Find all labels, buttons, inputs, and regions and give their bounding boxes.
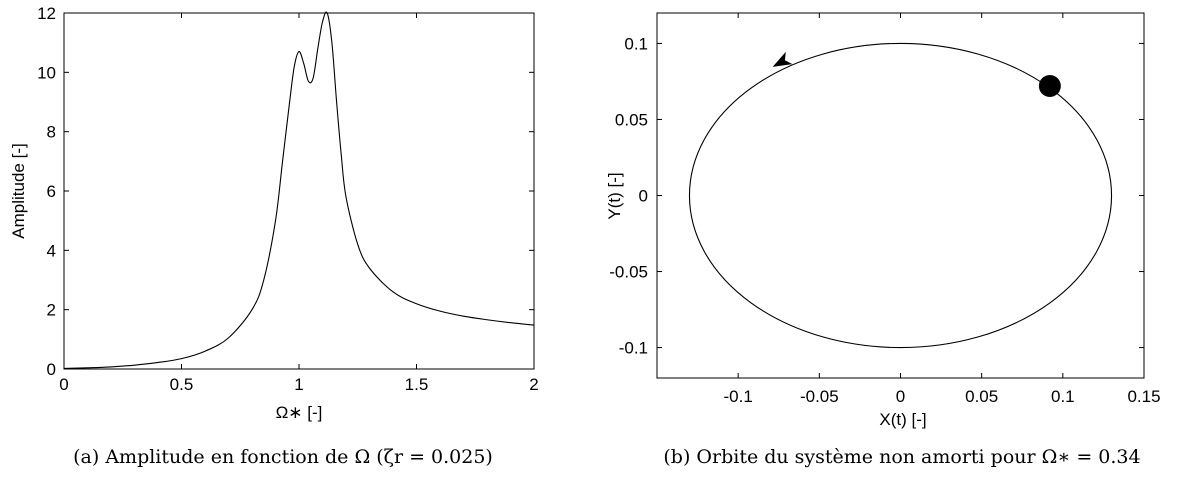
plot-b-ytick-label: 0 bbox=[639, 187, 648, 206]
plot-a-ytick-label: 4 bbox=[47, 241, 56, 260]
plot-b-xtick-label: 0.05 bbox=[965, 387, 998, 406]
plot-b-caption: (b) Orbite du système non amorti pour Ω∗… bbox=[663, 446, 1140, 468]
plot-b-ylabel: Y(t) [-] bbox=[605, 172, 624, 219]
plot-a-xlabel: Ω∗ [-] bbox=[276, 403, 323, 422]
plot-a-ylabel: Amplitude [-] bbox=[9, 143, 28, 238]
position-marker bbox=[1038, 75, 1061, 97]
orbit-ellipse bbox=[688, 42, 1113, 349]
plot-a-xtick-label: 2 bbox=[529, 375, 538, 394]
plot-a-xtick-label: 1 bbox=[294, 375, 303, 394]
plot-b-xtick-label: 0.1 bbox=[1051, 387, 1075, 406]
plot-a-ytick-label: 12 bbox=[37, 4, 56, 23]
plot-a-ytick-label: 0 bbox=[47, 360, 56, 379]
plot-b-ytick-label: -0.1 bbox=[619, 339, 648, 358]
plot-b-xtick-label: -0.1 bbox=[724, 387, 753, 406]
direction-arrow bbox=[772, 51, 793, 67]
plot-b-ytick-label: 0.05 bbox=[615, 110, 648, 129]
plot-a-ytick-label: 6 bbox=[47, 182, 56, 201]
plot-a-ytick-label: 10 bbox=[37, 63, 56, 82]
plot-b-ytick-label: -0.05 bbox=[609, 263, 648, 282]
plot-b-xtick-label: -0.05 bbox=[800, 387, 839, 406]
plot-a-xtick-label: 0 bbox=[59, 375, 68, 394]
amplitude-series-line bbox=[63, 11, 535, 369]
plot-b-frame bbox=[656, 12, 1145, 379]
plot-b-ytick-label: 0.1 bbox=[624, 34, 648, 53]
plot-a-xtick-label: 1.5 bbox=[405, 375, 429, 394]
plot-a-caption: (a) Amplitude en fonction de Ω (ζr = 0.0… bbox=[73, 446, 493, 468]
plot-a-xtick-label: 0.5 bbox=[170, 375, 194, 394]
plot-b-xtick-label: 0.15 bbox=[1127, 387, 1160, 406]
plot-b-xtick-label: 0 bbox=[896, 387, 905, 406]
orbit-chart: -0.1 -0.05 0 0.05 0.1 0.15 -0.1 -0.05 0 0.05 0.1 X… bbox=[605, 12, 1161, 468]
plot-a-ytick-label: 8 bbox=[47, 123, 56, 142]
plot-a-frame bbox=[63, 12, 535, 370]
plot-b-xlabel: X(t) [-] bbox=[879, 410, 926, 429]
plot-a-ytick-label: 2 bbox=[47, 301, 56, 320]
